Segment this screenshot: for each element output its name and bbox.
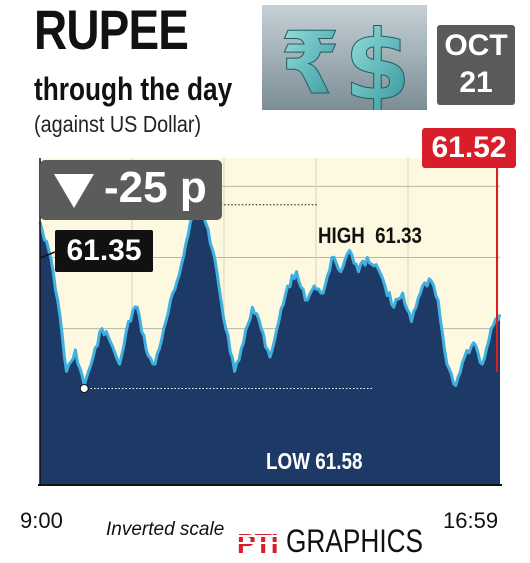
area-fill bbox=[40, 207, 500, 486]
low-label-word: LOW bbox=[266, 448, 310, 474]
chart-title: RUPEE bbox=[34, 0, 189, 61]
high-label-value: 61.33 bbox=[375, 223, 422, 248]
open-value-label: 61.35 bbox=[55, 230, 153, 272]
date-day: 21 bbox=[459, 66, 493, 99]
open-pointer-line bbox=[39, 251, 56, 259]
change-badge: -25 p bbox=[40, 160, 222, 220]
x-tick-start: 9:00 bbox=[20, 508, 63, 533]
down-arrow-icon bbox=[54, 174, 94, 208]
low-label: LOW 61.58 bbox=[266, 450, 362, 473]
credit-text: GRAPHICS bbox=[286, 523, 424, 559]
rupee-dollar-symbol-icon: ₹ $ bbox=[262, 5, 427, 123]
close-value-label: 61.52 bbox=[422, 128, 516, 168]
low-label-value: 61.58 bbox=[315, 448, 363, 474]
x-tick-end: 16:59 bbox=[443, 508, 499, 533]
pti-logo: PTI bbox=[237, 527, 285, 562]
change-text: -25 p bbox=[104, 163, 207, 212]
date-box: OCT 21 bbox=[437, 25, 515, 105]
svg-text:$: $ bbox=[344, 10, 411, 110]
low-marker bbox=[79, 383, 89, 393]
scale-note: Inverted scale bbox=[106, 519, 225, 540]
svg-text:₹: ₹ bbox=[280, 14, 340, 110]
high-label: HIGH 61.33 bbox=[318, 225, 422, 247]
high-label-word: HIGH bbox=[318, 223, 365, 248]
series-line bbox=[38, 206, 502, 387]
chart-note: (against US Dollar) bbox=[34, 111, 202, 137]
chart-subtitle: through the day bbox=[34, 71, 233, 107]
date-month: OCT bbox=[444, 29, 508, 62]
